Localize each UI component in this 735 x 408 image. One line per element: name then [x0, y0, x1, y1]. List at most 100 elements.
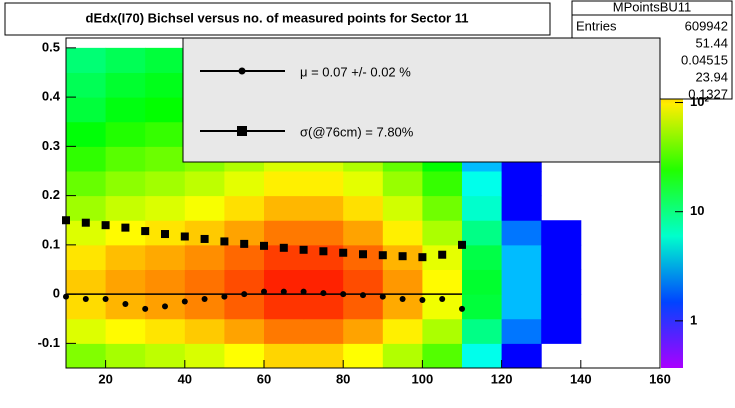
y-tick-label: 0.5	[42, 39, 60, 54]
heat-cell	[224, 195, 265, 221]
heat-cell	[105, 343, 146, 369]
heat-cell	[264, 170, 305, 197]
y-tick-label: 0.4	[42, 89, 61, 104]
heat-cell	[462, 244, 503, 270]
profile-point	[240, 239, 249, 248]
heat-cell	[343, 318, 384, 344]
heat-cell	[105, 146, 146, 172]
y-tick-label: 0.3	[42, 138, 60, 153]
profile-point	[399, 296, 406, 303]
profile-point	[319, 247, 328, 256]
heat-cell	[541, 244, 582, 270]
heat-cell	[501, 294, 542, 320]
heat-cell	[382, 269, 423, 295]
plot-frame	[65, 37, 661, 369]
heat-cell	[66, 269, 107, 295]
profile-point	[418, 253, 427, 262]
heat-cell	[382, 220, 423, 246]
heat-cell	[145, 121, 186, 147]
heat-cell	[382, 170, 423, 197]
profile-point	[82, 296, 89, 303]
legend-label: σ(@76cm) = 7.80%	[300, 124, 414, 139]
heat-cell	[343, 343, 384, 369]
heat-cell	[184, 318, 225, 344]
heat-cell	[501, 244, 542, 270]
heat-cell	[462, 343, 503, 369]
heat-cell	[264, 318, 305, 344]
profile-point	[141, 227, 150, 236]
heat-cell	[343, 269, 384, 295]
heat-cell	[422, 343, 463, 369]
heat-cell	[224, 170, 265, 197]
x-tick-label: 120	[491, 371, 513, 386]
x-tick-label: 140	[570, 371, 592, 386]
profile-point	[122, 300, 129, 307]
heat-cell	[145, 47, 186, 73]
heat-cell	[66, 343, 107, 369]
legend-box	[182, 37, 661, 163]
profile-point	[280, 288, 287, 295]
profile-point	[181, 298, 188, 305]
legend-marker	[238, 67, 246, 75]
title-box	[4, 2, 551, 36]
heat-cell	[66, 244, 107, 270]
heat-cell	[66, 121, 107, 147]
heat-cell	[501, 343, 542, 369]
heat-cell	[105, 47, 146, 73]
heat-cell	[184, 269, 225, 295]
profile-point	[260, 241, 268, 250]
stats-value: 0.1327	[688, 86, 728, 101]
heat-cell	[224, 294, 265, 320]
heat-cell	[105, 269, 146, 295]
profile-point	[459, 305, 465, 312]
heat-cell	[422, 318, 463, 344]
heat-cell	[501, 220, 542, 246]
profile-point	[419, 297, 426, 304]
legend-marker	[237, 126, 247, 136]
heat-cell	[382, 195, 423, 221]
heat-cell	[382, 343, 423, 369]
y-tick-label: 0.2	[42, 187, 60, 202]
profile-point	[180, 232, 189, 241]
profile-point	[221, 293, 228, 300]
stats-value: 23.94	[695, 69, 728, 84]
x-tick-label: 40	[178, 371, 192, 386]
heat-cell	[66, 170, 107, 197]
heat-cell	[303, 170, 344, 197]
y-tick-label: -0.1	[38, 335, 60, 350]
heat-cell	[66, 72, 107, 98]
profile-point	[261, 288, 267, 295]
profile-point	[320, 290, 327, 297]
heat-cell	[105, 121, 146, 147]
heat-cell	[264, 343, 305, 369]
profile-point	[438, 250, 447, 259]
heat-cell	[303, 343, 344, 369]
chart-title: dEdx(I70) Bichsel versus no. of measured…	[86, 10, 469, 25]
y-tick-label: 0	[53, 286, 60, 301]
profile-point	[102, 296, 109, 303]
heat-cell	[66, 318, 107, 344]
heat-cell	[462, 269, 503, 295]
heat-cell	[541, 220, 582, 246]
heat-cell	[422, 269, 463, 295]
stats-title: MPointsBU11	[613, 0, 692, 14]
heat-cell	[66, 195, 107, 221]
y-tick-label: 0.1	[42, 236, 60, 251]
heat-cell	[422, 220, 463, 246]
heat-cell	[184, 343, 225, 369]
heat-cell	[303, 294, 344, 320]
x-tick-label: 20	[98, 371, 112, 386]
heat-cell	[66, 47, 107, 73]
heat-cell	[145, 146, 186, 172]
profile-point	[200, 234, 209, 243]
heat-cell	[145, 269, 186, 295]
x-tick-label: 160	[649, 371, 671, 386]
heat-cell	[184, 170, 225, 197]
heat-cell	[501, 318, 542, 344]
profile-point	[201, 296, 208, 303]
heat-cell	[343, 170, 384, 197]
z-tick-label: 1	[690, 312, 697, 327]
heat-cell	[462, 318, 503, 344]
heat-cell	[501, 269, 542, 295]
x-tick-label: 80	[336, 371, 350, 386]
